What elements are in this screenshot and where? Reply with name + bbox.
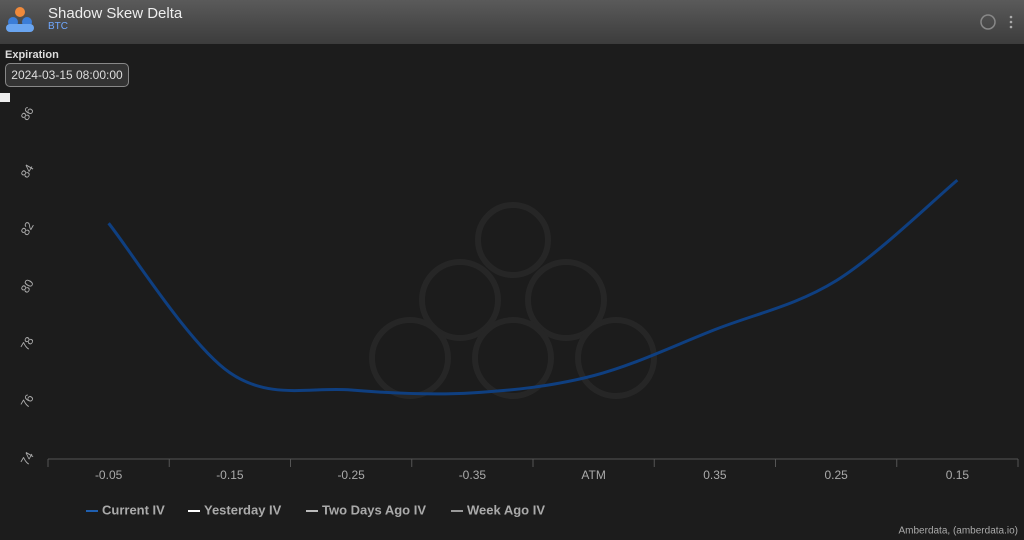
x-tick-label: -0.35	[459, 468, 487, 482]
credits: Amberdata, (amberdata.io)	[898, 526, 1018, 537]
title: Shadow Skew Delta	[48, 5, 183, 22]
x-tick-label: 0.15	[946, 468, 970, 482]
legend-item: Current IV	[102, 502, 165, 517]
x-tick-label: -0.25	[337, 468, 365, 482]
x-tick-label: -0.15	[216, 468, 244, 482]
x-tick-label: -0.05	[95, 468, 123, 482]
legend-item: Two Days Ago IV	[322, 502, 426, 517]
expiration-select[interactable]: 2024-03-15 08:00:00	[5, 63, 129, 87]
header-icons	[980, 14, 1013, 30]
y-tick-label: 82	[18, 219, 37, 238]
legend-item: Yesterday IV	[204, 502, 282, 517]
y-tick-label: 84	[18, 162, 37, 181]
watermark	[369, 202, 657, 399]
y-tick-label: 74	[18, 449, 37, 468]
toggle[interactable]	[0, 93, 10, 102]
y-tick-label: 86	[18, 104, 37, 123]
x-tick-label: 0.35	[703, 468, 727, 482]
header: Shadow Skew Delta BTC	[0, 0, 1024, 44]
logo	[6, 7, 34, 32]
legend-item: Week Ago IV	[467, 502, 545, 517]
x-tick-label: ATM	[581, 468, 605, 482]
series-line	[107, 178, 959, 396]
y-tick-label: 80	[18, 277, 37, 296]
y-tick-label: 76	[18, 392, 37, 411]
y-tick-label: 78	[18, 334, 37, 353]
subtitle: BTC	[48, 21, 68, 32]
x-tick-label: 0.25	[824, 468, 848, 482]
filter-label: Expiration	[5, 49, 59, 61]
